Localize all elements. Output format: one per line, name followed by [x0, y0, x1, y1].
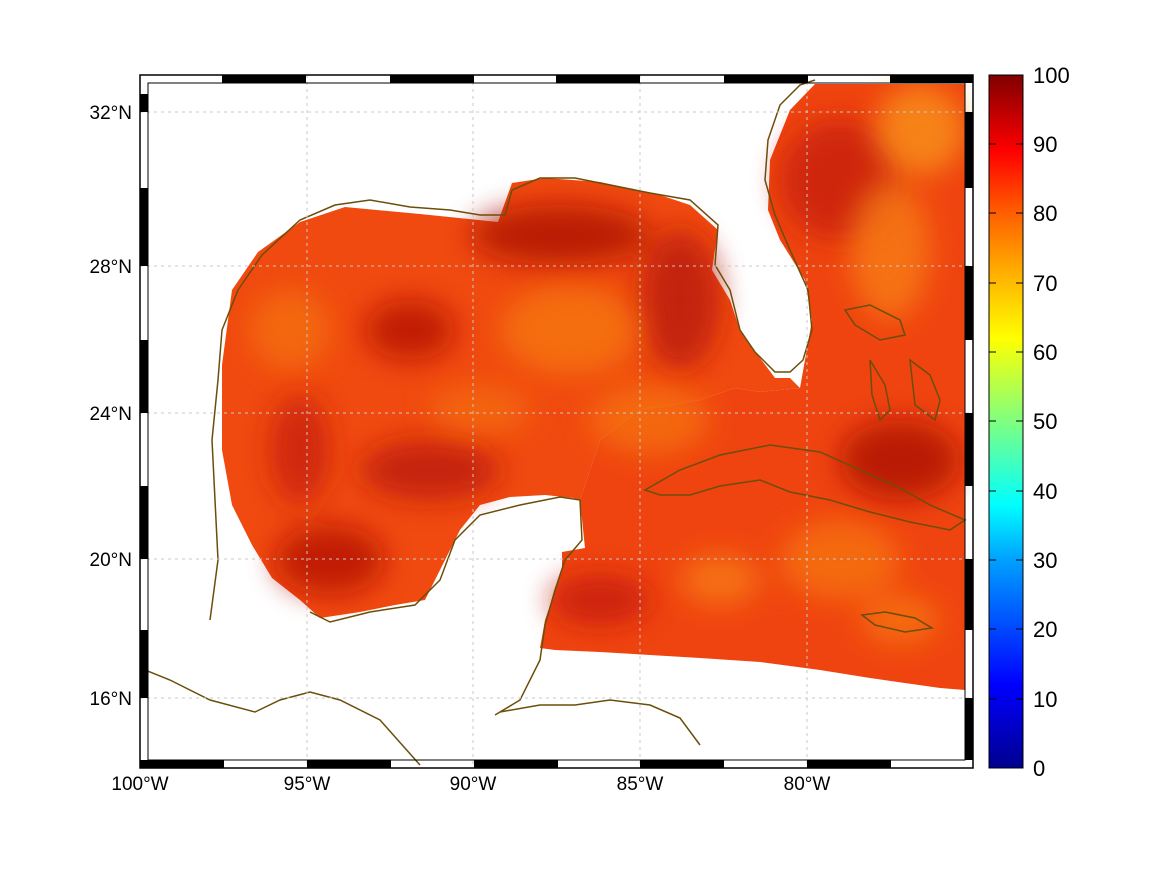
jamaica	[860, 611, 935, 633]
colorbar-label: 80	[1033, 201, 1057, 226]
colorbar-label: 50	[1033, 409, 1057, 434]
lat-tick-label: 24°N	[90, 404, 132, 425]
lat-tick-label: 32°N	[90, 103, 132, 124]
honduras-coast	[499, 699, 701, 746]
central-america-coast	[140, 667, 421, 766]
coastlines	[140, 79, 967, 766]
lat-tick-labels: 32°N 28°N 24°N 20°N 16°N	[90, 103, 132, 710]
lat-tick-label: 20°N	[90, 550, 132, 571]
colorbar-label: 100	[1033, 63, 1070, 88]
lon-tick-label: 90°W	[450, 774, 497, 795]
bahamas	[843, 304, 941, 422]
lon-tick-label: 95°W	[284, 774, 331, 795]
lon-tick-label: 100°W	[111, 774, 168, 795]
lon-tick-label: 85°W	[617, 774, 664, 795]
colorbar-label: 40	[1033, 479, 1057, 504]
lon-tick-label: 80°W	[784, 774, 831, 795]
colorbar-label: 20	[1033, 617, 1057, 642]
colorbar-label: 0	[1033, 756, 1045, 781]
colorbar-label: 70	[1033, 271, 1057, 296]
colorbar-label: 90	[1033, 132, 1057, 157]
colorbar-ticks	[989, 143, 1023, 700]
lon-tick-labels: 100°W 95°W 90°W 85°W 80°W	[111, 774, 830, 795]
gridlines	[140, 75, 973, 768]
lat-tick-label: 28°N	[90, 257, 132, 278]
colorbar-label: 60	[1033, 340, 1057, 365]
yucatan-coast	[309, 496, 583, 716]
colorbar: 100 90 80 70 60 50 40 30 20 10 0	[988, 63, 1070, 781]
map-frame	[139, 74, 974, 769]
colorbar-label: 10	[1033, 687, 1057, 712]
gulf-coast-north	[209, 79, 816, 621]
cuba	[643, 444, 967, 531]
lat-tick-label: 16°N	[90, 689, 132, 710]
sst-field	[140, 79, 967, 766]
colorbar-label: 30	[1033, 548, 1057, 573]
